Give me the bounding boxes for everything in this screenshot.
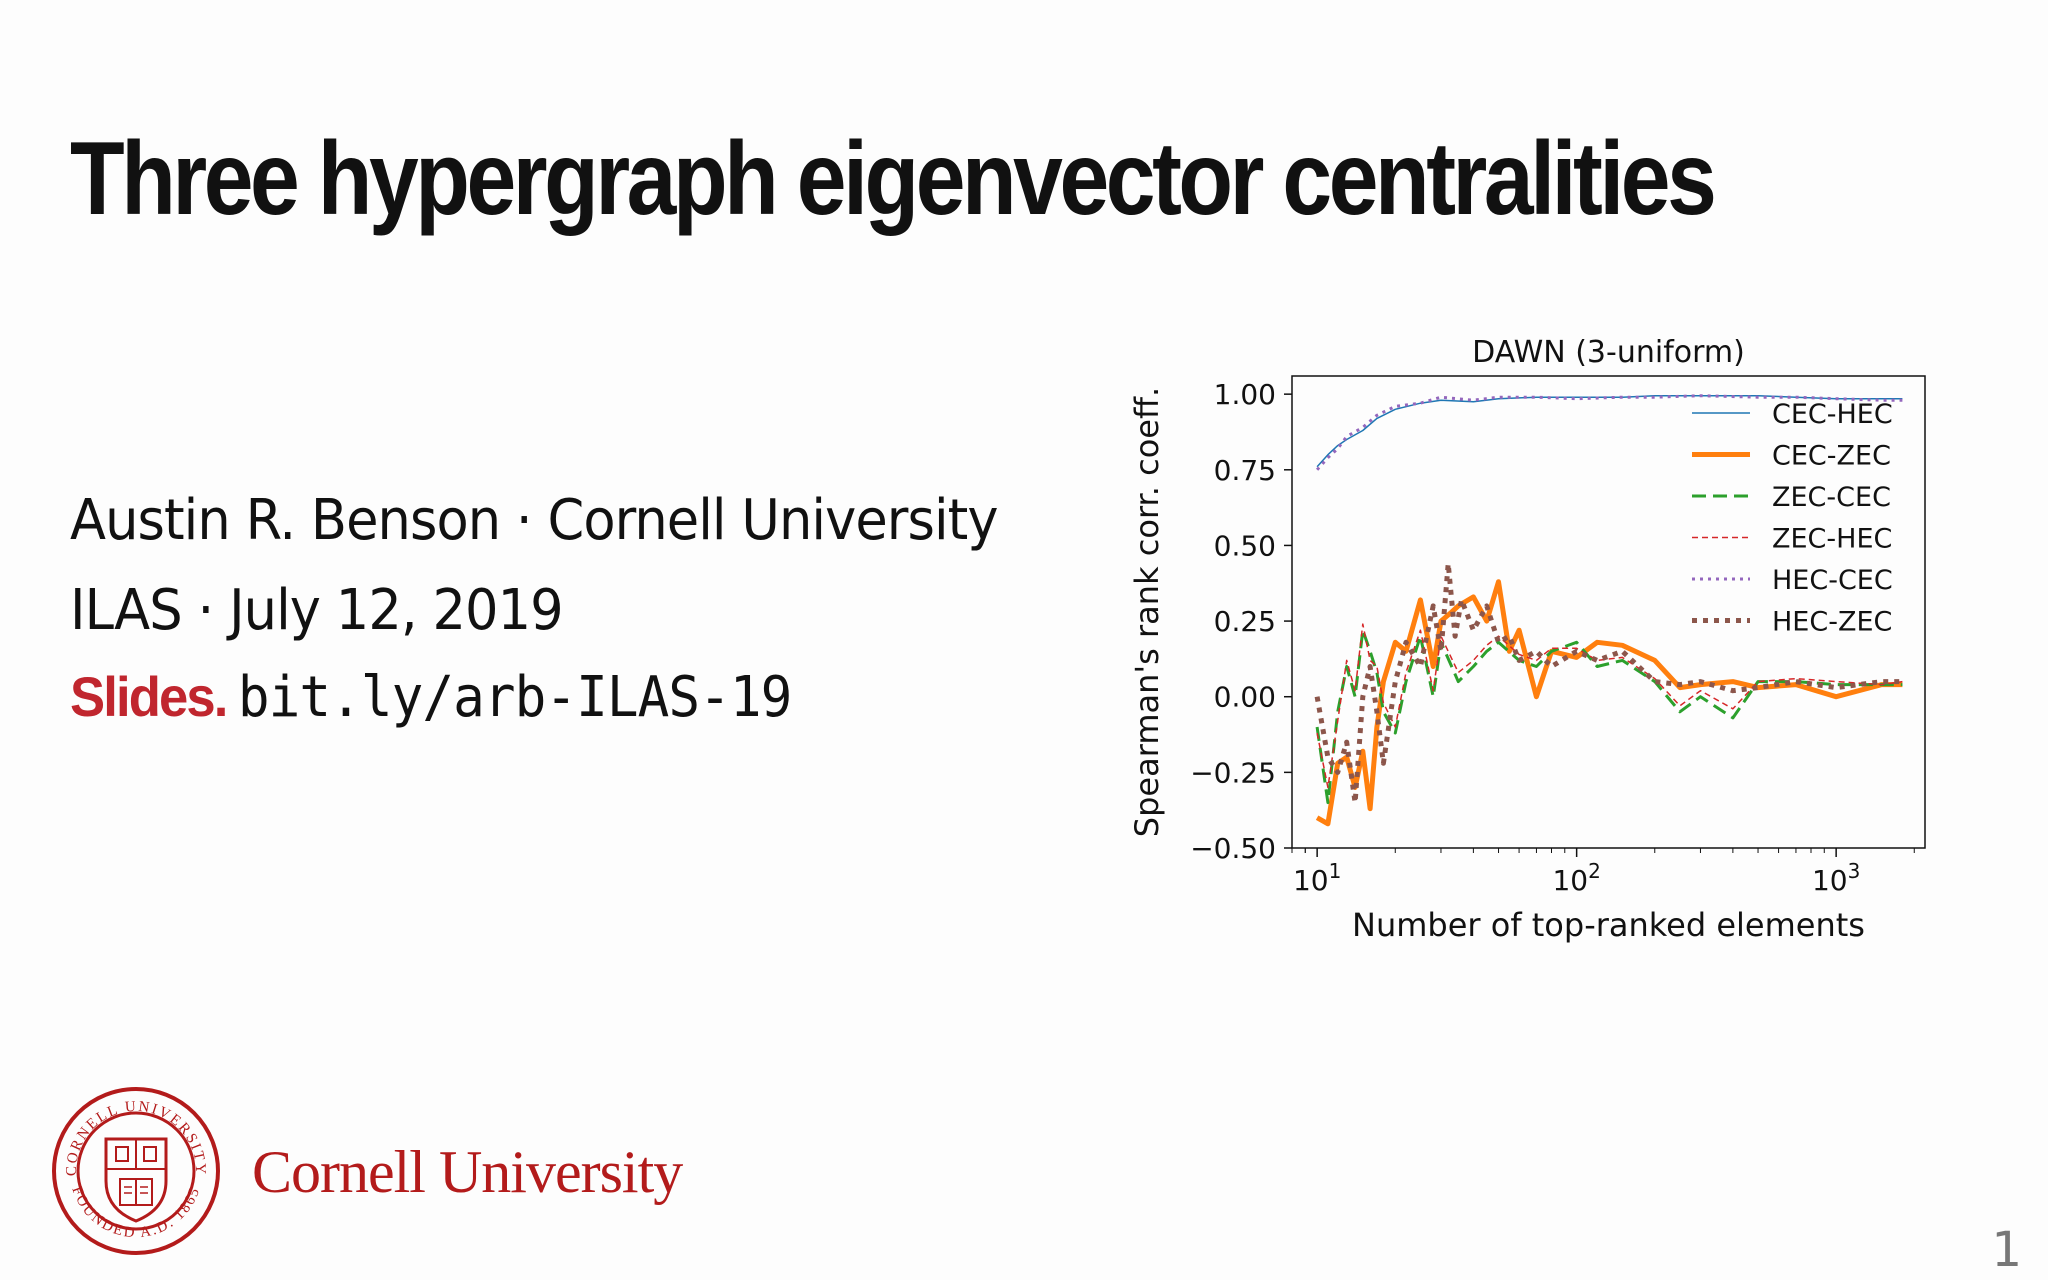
series-line-zec-hec	[1316, 623, 1903, 789]
legend-label-zec-hec: ZEC-HEC	[1772, 524, 1892, 555]
y-tick-label: −0.50	[1190, 832, 1276, 865]
spearman-chart: DAWN (3-uniform) −0.50 −0.25 0.00 0.25 0.50 0.…	[1128, 335, 1926, 944]
x-tick-label: 103	[1812, 859, 1860, 897]
legend-label-hec-cec: HEC-CEC	[1772, 565, 1893, 596]
series-line-zec-cec	[1315, 628, 1903, 805]
x-tick-label: 101	[1293, 859, 1341, 897]
slides-link-line: Slides. bit.ly/arb-ILAS-19	[70, 664, 792, 730]
y-tick-label: −0.25	[1190, 756, 1276, 789]
series-line-hec-cec	[1315, 394, 1903, 471]
cornell-seal-icon: CORNELL UNIVERSITY FOUNDED A.D. 1865	[52, 1087, 220, 1255]
author-line: Austin R. Benson · Cornell University	[70, 488, 998, 553]
cornell-seal-logo: CORNELL UNIVERSITY FOUNDED A.D. 1865	[50, 1085, 222, 1261]
event-line: ILAS · July 12, 2019	[70, 578, 564, 643]
series-line-cec-hec	[1316, 394, 1903, 468]
chart-title: DAWN (3-uniform)	[1472, 335, 1745, 370]
y-tick-label: 0.25	[1214, 605, 1276, 638]
y-tick-label: 0.75	[1214, 454, 1276, 487]
plot-frame	[1291, 375, 1926, 849]
legend-label-hec-zec: HEC-ZEC	[1772, 607, 1892, 638]
y-axis-label: Spearman's rank corr. coeff.	[1128, 387, 1166, 837]
page-number: 1	[1991, 1222, 2022, 1278]
legend-label-zec-cec: ZEC-CEC	[1772, 482, 1891, 513]
slide-title: Three hypergraph eigenvector centralitie…	[70, 121, 1717, 237]
x-tick-label: 102	[1552, 859, 1600, 897]
x-axis-label: Number of top-ranked elements	[1352, 906, 1865, 944]
legend-label-cec-hec: CEC-HEC	[1772, 399, 1893, 430]
y-tick-label: 0.00	[1214, 681, 1276, 714]
legend-label-cec-zec: CEC-ZEC	[1772, 441, 1891, 472]
slides-label: Slides.	[70, 665, 228, 728]
y-tick-label: 0.50	[1214, 529, 1276, 562]
cornell-wordmark: Cornell University	[252, 1139, 683, 1205]
slides-url-link[interactable]: bit.ly/arb-ILAS-19	[237, 665, 792, 730]
y-tick-label: 1.00	[1214, 378, 1276, 411]
